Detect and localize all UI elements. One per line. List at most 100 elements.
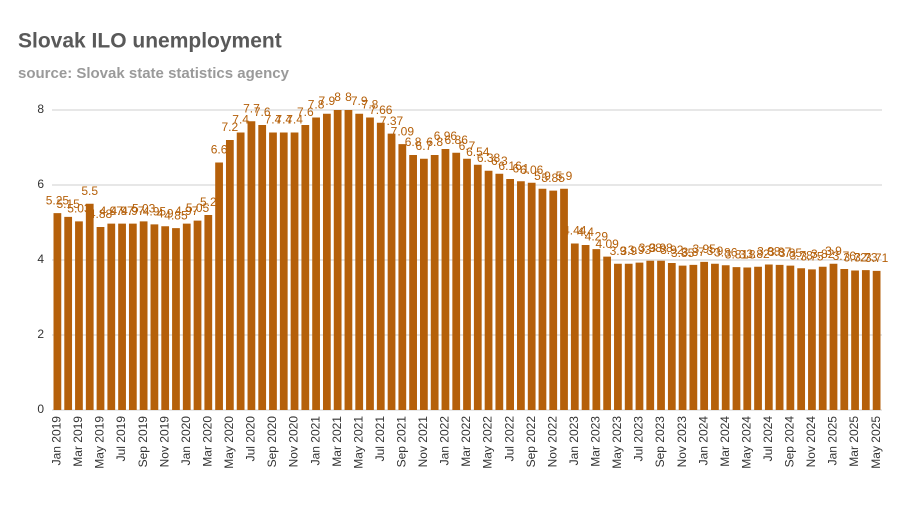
value-label: 3.88 [757, 245, 781, 259]
bar [279, 132, 288, 410]
bar [549, 190, 558, 410]
value-label: 6.8 [426, 135, 443, 149]
bar [538, 188, 547, 410]
bar [258, 125, 267, 410]
value-label: 5.05 [186, 201, 210, 215]
value-label: 4.97 [100, 204, 124, 218]
x-tick-label: May 2024 [739, 416, 753, 469]
value-label: 3.98 [649, 241, 673, 255]
x-tick-label: Jul 2022 [502, 416, 516, 462]
x-tick-label: Nov 2023 [675, 416, 689, 468]
bar [603, 256, 612, 410]
bar [312, 117, 320, 410]
bar [107, 223, 116, 410]
value-label: 4.09 [595, 237, 619, 251]
bar [473, 164, 482, 410]
x-tick-label: Jul 2023 [632, 416, 646, 462]
x-tick-label: Sep 2022 [524, 416, 538, 468]
bar [387, 133, 396, 410]
x-tick-label: Nov 2019 [157, 416, 171, 468]
value-label: 7.7 [243, 101, 260, 115]
bar [657, 260, 665, 410]
value-label: 8 [345, 90, 352, 104]
bar [667, 263, 676, 410]
value-label: 4.97 [175, 204, 199, 218]
value-label: 7.2 [222, 120, 239, 134]
bar [635, 262, 644, 410]
x-tick-label: Nov 2020 [287, 416, 301, 468]
bar [711, 263, 719, 410]
value-label: 3.75 [800, 250, 824, 264]
bar [204, 215, 213, 410]
x-tick-label: Jan 2024 [696, 416, 710, 466]
bar [495, 173, 504, 410]
value-label: 7.4 [275, 113, 292, 127]
bar [172, 228, 180, 410]
value-label: 3.87 [682, 245, 706, 259]
bar [236, 132, 245, 410]
value-label: 5.03 [132, 202, 156, 216]
value-label: 3.9 [825, 244, 842, 258]
value-label: 3.85 [779, 246, 803, 260]
bar [808, 269, 816, 410]
bar [85, 203, 94, 410]
bar [269, 132, 277, 410]
x-tick-label: May 2019 [93, 416, 107, 469]
x-tick-label: Jul 2024 [761, 416, 775, 462]
value-label: 4.85 [164, 208, 188, 222]
x-tick-label: Sep 2023 [653, 416, 667, 468]
value-label: 7.6 [297, 105, 314, 119]
bar [409, 155, 417, 410]
x-tick-label: Jan 2025 [826, 416, 840, 466]
bar [581, 245, 590, 410]
x-tick-label: Nov 2021 [416, 416, 430, 468]
bar [182, 223, 191, 410]
x-tick-label: Jan 2023 [567, 416, 581, 466]
bar [53, 213, 62, 410]
x-tick-label: Sep 2021 [394, 416, 408, 468]
value-label: 3.9 [620, 244, 637, 258]
bar [775, 264, 784, 410]
value-label: 3.73 [854, 250, 878, 264]
value-label: 6.3 [491, 154, 508, 168]
bar [215, 162, 223, 410]
x-tick-label: Mar 2021 [330, 416, 344, 467]
x-tick-label: May 2025 [869, 416, 883, 469]
value-label: 7.9 [319, 94, 336, 108]
bar [527, 182, 536, 410]
value-label: 4.44 [563, 224, 587, 238]
bar [624, 263, 633, 410]
y-tick-label: 2 [37, 327, 44, 341]
bar [376, 122, 385, 410]
value-label: 5.9 [556, 169, 573, 183]
value-label: 3.86 [714, 245, 738, 259]
bar [861, 270, 870, 410]
value-label: 7.4 [232, 113, 249, 127]
bar [517, 181, 525, 410]
value-label: 7.8 [308, 98, 325, 112]
y-tick-label: 0 [37, 402, 44, 416]
value-label: 5.2 [200, 195, 217, 209]
bar [333, 110, 342, 410]
bar [646, 260, 655, 410]
x-tick-label: Mar 2024 [718, 416, 732, 467]
value-label: 4.95 [143, 205, 167, 219]
value-label: 6.16 [498, 159, 522, 173]
value-label: 3.92 [660, 243, 684, 257]
value-label: 4.88 [89, 207, 113, 221]
value-label: 3.93 [628, 243, 652, 257]
bar [700, 261, 709, 410]
x-tick-label: Jul 2019 [114, 416, 128, 462]
bar [366, 117, 374, 410]
value-label: 5.5 [81, 184, 98, 198]
bar [75, 221, 83, 410]
bar [290, 132, 299, 410]
bar [398, 144, 407, 410]
bar [764, 264, 773, 410]
bar [678, 265, 687, 410]
value-label: 3.95 [692, 242, 716, 256]
bar [818, 266, 827, 410]
value-label: 7.4 [286, 113, 303, 127]
y-tick-label: 6 [37, 177, 44, 191]
